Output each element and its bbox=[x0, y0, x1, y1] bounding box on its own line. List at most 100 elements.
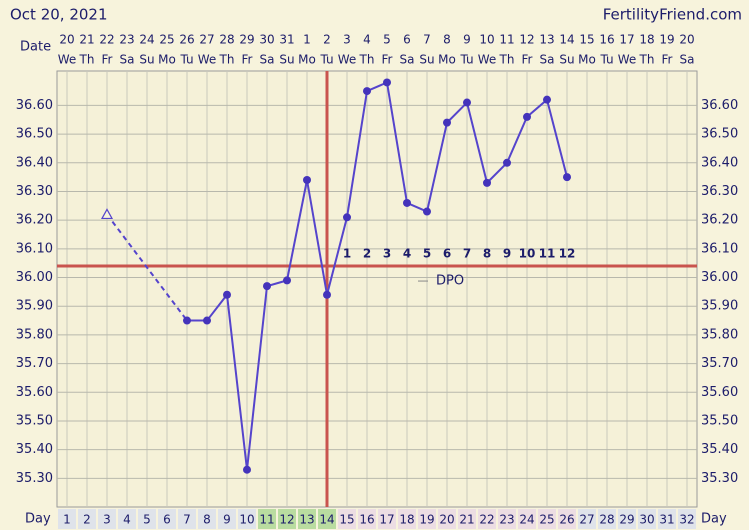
x-tick-label: 24 bbox=[519, 513, 534, 527]
weekday-label: Fr bbox=[242, 53, 253, 67]
temperature-point bbox=[283, 276, 291, 285]
temperature-point bbox=[483, 178, 491, 187]
date-label: 19 bbox=[659, 33, 674, 47]
day-cell bbox=[278, 509, 296, 529]
day-cell bbox=[78, 509, 96, 529]
y-tick-label: 36.10 bbox=[701, 241, 738, 256]
day-cell bbox=[58, 509, 76, 529]
chart-title: Oct 20, 2021 bbox=[10, 6, 108, 24]
temperature-point bbox=[323, 290, 331, 299]
y-tick-label: 36.50 bbox=[701, 127, 738, 142]
weekday-label: Su bbox=[559, 53, 574, 67]
weekday-label: Th bbox=[639, 53, 655, 67]
date-label: 22 bbox=[99, 33, 114, 47]
date-label: Date bbox=[20, 40, 51, 55]
weekday-label: Fr bbox=[662, 53, 673, 67]
date-label: 21 bbox=[79, 33, 94, 47]
day-cell bbox=[638, 509, 656, 529]
day-cell bbox=[118, 509, 136, 529]
day-cell bbox=[338, 509, 356, 529]
date-label: 1 bbox=[303, 33, 311, 47]
temperature-point bbox=[183, 316, 191, 325]
date-label: 20 bbox=[679, 33, 694, 47]
x-tick-label: 7 bbox=[183, 513, 191, 527]
x-tick-label: 18 bbox=[399, 513, 414, 527]
day-cell bbox=[578, 509, 596, 529]
date-label: 2 bbox=[323, 33, 331, 47]
temperature-point bbox=[443, 118, 451, 127]
day-cell bbox=[458, 509, 476, 529]
dpo-number: 3 bbox=[383, 247, 391, 261]
weekday-label: Su bbox=[419, 53, 434, 67]
weekday-label: Su bbox=[139, 53, 154, 67]
dpo-number: 10 bbox=[519, 247, 536, 261]
y-tick-label: 36.40 bbox=[701, 155, 738, 170]
y-tick-label: 36.30 bbox=[16, 184, 53, 199]
y-tick-label: 35.90 bbox=[16, 299, 53, 314]
weekday-label: We bbox=[618, 53, 637, 67]
x-tick-label: 30 bbox=[639, 513, 654, 527]
x-tick-label: 29 bbox=[619, 513, 634, 527]
dpo-label: DPO bbox=[436, 274, 464, 289]
weekday-label: Th bbox=[79, 53, 95, 67]
x-tick-label: 11 bbox=[259, 513, 274, 527]
x-tick-label: 2 bbox=[83, 513, 91, 527]
temperature-point bbox=[203, 316, 211, 325]
day-cell bbox=[398, 509, 416, 529]
x-tick-label: 4 bbox=[123, 513, 131, 527]
temperature-point bbox=[463, 98, 471, 107]
weekday-label: Th bbox=[219, 53, 235, 67]
temperature-point bbox=[523, 112, 531, 121]
x-tick-label: 10 bbox=[239, 513, 254, 527]
x-tick-label: 28 bbox=[599, 513, 614, 527]
y-tick-label: 35.90 bbox=[701, 299, 738, 314]
site-name: FertilityFriend.com bbox=[603, 6, 742, 24]
y-tick-label: 36.30 bbox=[701, 184, 738, 199]
discarded-point bbox=[100, 208, 114, 220]
date-label: 12 bbox=[519, 33, 534, 47]
date-label: 16 bbox=[599, 33, 614, 47]
weekday-label: Su bbox=[279, 53, 294, 67]
x-tick-label: 15 bbox=[339, 513, 354, 527]
weekday-label: We bbox=[198, 53, 217, 67]
temperature-point bbox=[423, 207, 431, 216]
dpo-number: 7 bbox=[463, 247, 471, 261]
date-label: 9 bbox=[463, 33, 471, 47]
day-cell bbox=[478, 509, 496, 529]
y-tick-label: 35.30 bbox=[701, 471, 738, 486]
temperature-point bbox=[363, 87, 371, 96]
y-tick-label: 35.40 bbox=[16, 442, 53, 457]
date-label: 8 bbox=[443, 33, 451, 47]
day-cell bbox=[318, 509, 336, 529]
day-cell bbox=[538, 509, 556, 529]
temperature-point bbox=[543, 95, 551, 104]
date-label: 23 bbox=[119, 33, 134, 47]
temperature-point bbox=[303, 176, 311, 184]
y-tick-label: 35.70 bbox=[16, 356, 53, 371]
date-label: 14 bbox=[559, 33, 574, 47]
date-label: 24 bbox=[139, 33, 154, 47]
y-tick-label: 35.70 bbox=[701, 356, 738, 371]
x-tick-label: 1 bbox=[63, 513, 71, 527]
temperature-point bbox=[243, 465, 251, 474]
weekday-label: Fr bbox=[522, 53, 533, 67]
date-label: 29 bbox=[239, 33, 254, 47]
x-tick-label: 3 bbox=[103, 513, 111, 527]
date-label: 3 bbox=[343, 33, 351, 47]
y-tick-label: 36.40 bbox=[16, 155, 53, 170]
weekday-label: Sa bbox=[120, 53, 135, 67]
weekday-label: Fr bbox=[102, 53, 113, 67]
weekday-label: Mo bbox=[578, 53, 596, 67]
date-label: 27 bbox=[199, 33, 214, 47]
x-tick-label: 16 bbox=[359, 513, 374, 527]
day-cell bbox=[518, 509, 536, 529]
day-cell bbox=[298, 509, 316, 529]
y-tick-label: 35.60 bbox=[16, 385, 53, 400]
day-label: Day bbox=[25, 512, 51, 527]
y-tick-label: 35.50 bbox=[701, 413, 738, 428]
y-tick-label: 36.20 bbox=[16, 213, 53, 228]
day-cell bbox=[678, 509, 696, 529]
date-label: 7 bbox=[423, 33, 431, 47]
day-cell bbox=[598, 509, 616, 529]
date-label: 31 bbox=[279, 33, 294, 47]
